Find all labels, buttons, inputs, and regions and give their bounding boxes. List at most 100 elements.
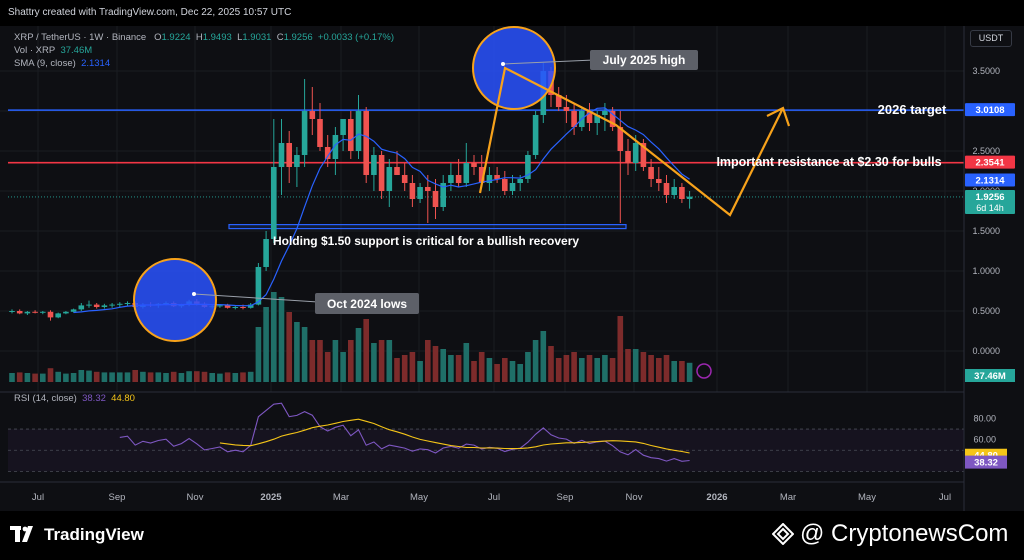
volume-bar [332,340,339,382]
rsi-legend-value: 38.32 [82,393,106,404]
ohlc-close: 1.9256 [283,32,313,43]
ohlc-change: +0.0033 (+0.17%) [317,32,394,43]
legend-volume-row[interactable]: Vol · XRP 37.46M [14,45,92,56]
volume-bar [440,349,446,382]
candle [86,300,92,308]
tradingview-wordmark: TradingView [44,525,144,544]
lightning-icon[interactable] [696,363,712,379]
july-high-label: July 2025 high [603,53,686,67]
candle [255,263,262,306]
currency-selector[interactable]: USDT [970,30,1012,47]
volume-bar [232,373,239,382]
y-tick-label: 3.5000 [972,66,1000,76]
candle [386,159,393,207]
price-tag-label: 2.3541 [975,158,1005,169]
volume-bar [263,307,269,382]
candle [101,303,108,309]
volume-bar [70,373,77,382]
candle [24,311,31,315]
volume-bar [455,355,462,382]
candle [124,301,131,307]
support-zone-box[interactable] [228,224,627,230]
candle [555,87,562,111]
volume-bar [9,373,15,382]
volume-bar [324,352,331,382]
price-chart[interactable]: July 2025 high 2026 target Important resis… [0,0,1024,511]
oct-lows-connector [193,293,319,303]
candle [40,311,46,315]
candle [656,167,662,191]
sma-legend-label: SMA (9, close) [14,58,76,69]
volume-bar [632,349,639,382]
oct-lows-label-box [315,293,419,314]
resistance-label: Important resistance at $2.30 for bulls [716,155,941,169]
volume-tag [965,369,1015,382]
footer-bar [0,511,1024,560]
support-label: Holding $1.50 support is critical for a … [273,234,579,248]
candle [417,183,423,203]
candle [448,163,454,191]
candle [9,309,15,314]
july-high-circle[interactable] [472,26,556,110]
volume-bar [63,373,69,382]
legend-symbol-row: XRP / TetherUS · 1W · Binance O1.9224 H1… [14,32,394,43]
price-tag[interactable] [965,155,1015,169]
volume-bar [463,343,470,382]
candle [294,147,300,187]
candle [471,155,477,175]
rsi-tick-label: 60.00 [973,435,996,445]
projection-path[interactable] [478,66,784,217]
volume-bar [555,358,562,382]
volume-bar [178,373,185,382]
volume-bar [401,355,408,382]
cryptonews-diamond-icon [772,523,794,545]
volume-bar [47,368,54,382]
volume-bar [317,340,323,382]
price-tag-label: 1.9256 [975,192,1004,203]
volume-bar [301,327,308,382]
volume-bar [286,312,292,382]
x-tick-label: May [410,492,428,503]
volume-bar [425,340,431,382]
candle [355,95,362,159]
x-tick-label: 2026 [706,492,727,503]
volume-bar [294,322,300,382]
volume-bar [617,316,624,382]
candle [571,103,577,135]
volume-bar [255,327,262,382]
volume-bar [579,358,585,382]
candle [486,167,493,191]
candlestick-series [9,63,693,321]
volume-bar [656,358,662,382]
volume-bar [602,355,608,382]
legend-rsi-row[interactable]: RSI (14, close) 38.32 44.80 [14,393,135,404]
symbol-label[interactable]: XRP / TetherUS · 1W · Binance [14,32,147,43]
july-high-point [501,62,505,66]
rsi-tag [965,455,1007,469]
ohlc-low: 1.9031 [242,32,272,43]
volume-bar [340,352,346,382]
legend-sma-row[interactable]: SMA (9, close) 2.1314 [14,58,110,69]
candle [286,131,292,183]
tradingview-logo: TradingView [10,525,144,545]
candle [394,151,400,175]
volume-legend-value: 37.46M [60,45,93,56]
candle [78,303,85,311]
price-tag[interactable] [965,103,1015,117]
volume-bar [186,371,192,382]
ohlc-high-label: H [195,32,203,43]
price-tag[interactable] [965,173,1015,187]
volume-bar [348,340,354,382]
july-high-connector [502,59,595,65]
rsi-ma-legend-value: 44.80 [111,393,135,404]
oct-lows-circle[interactable] [133,258,217,342]
candle [63,311,69,315]
candle [371,147,377,191]
candle [340,119,346,151]
volume-bar [548,346,554,382]
volume-bar [394,358,400,382]
price-tag-countdown: 6d 14h [976,203,1004,213]
price-tag[interactable] [965,189,1015,214]
rsi-ma-line [219,418,690,454]
x-tick-label: Sep [557,492,574,503]
